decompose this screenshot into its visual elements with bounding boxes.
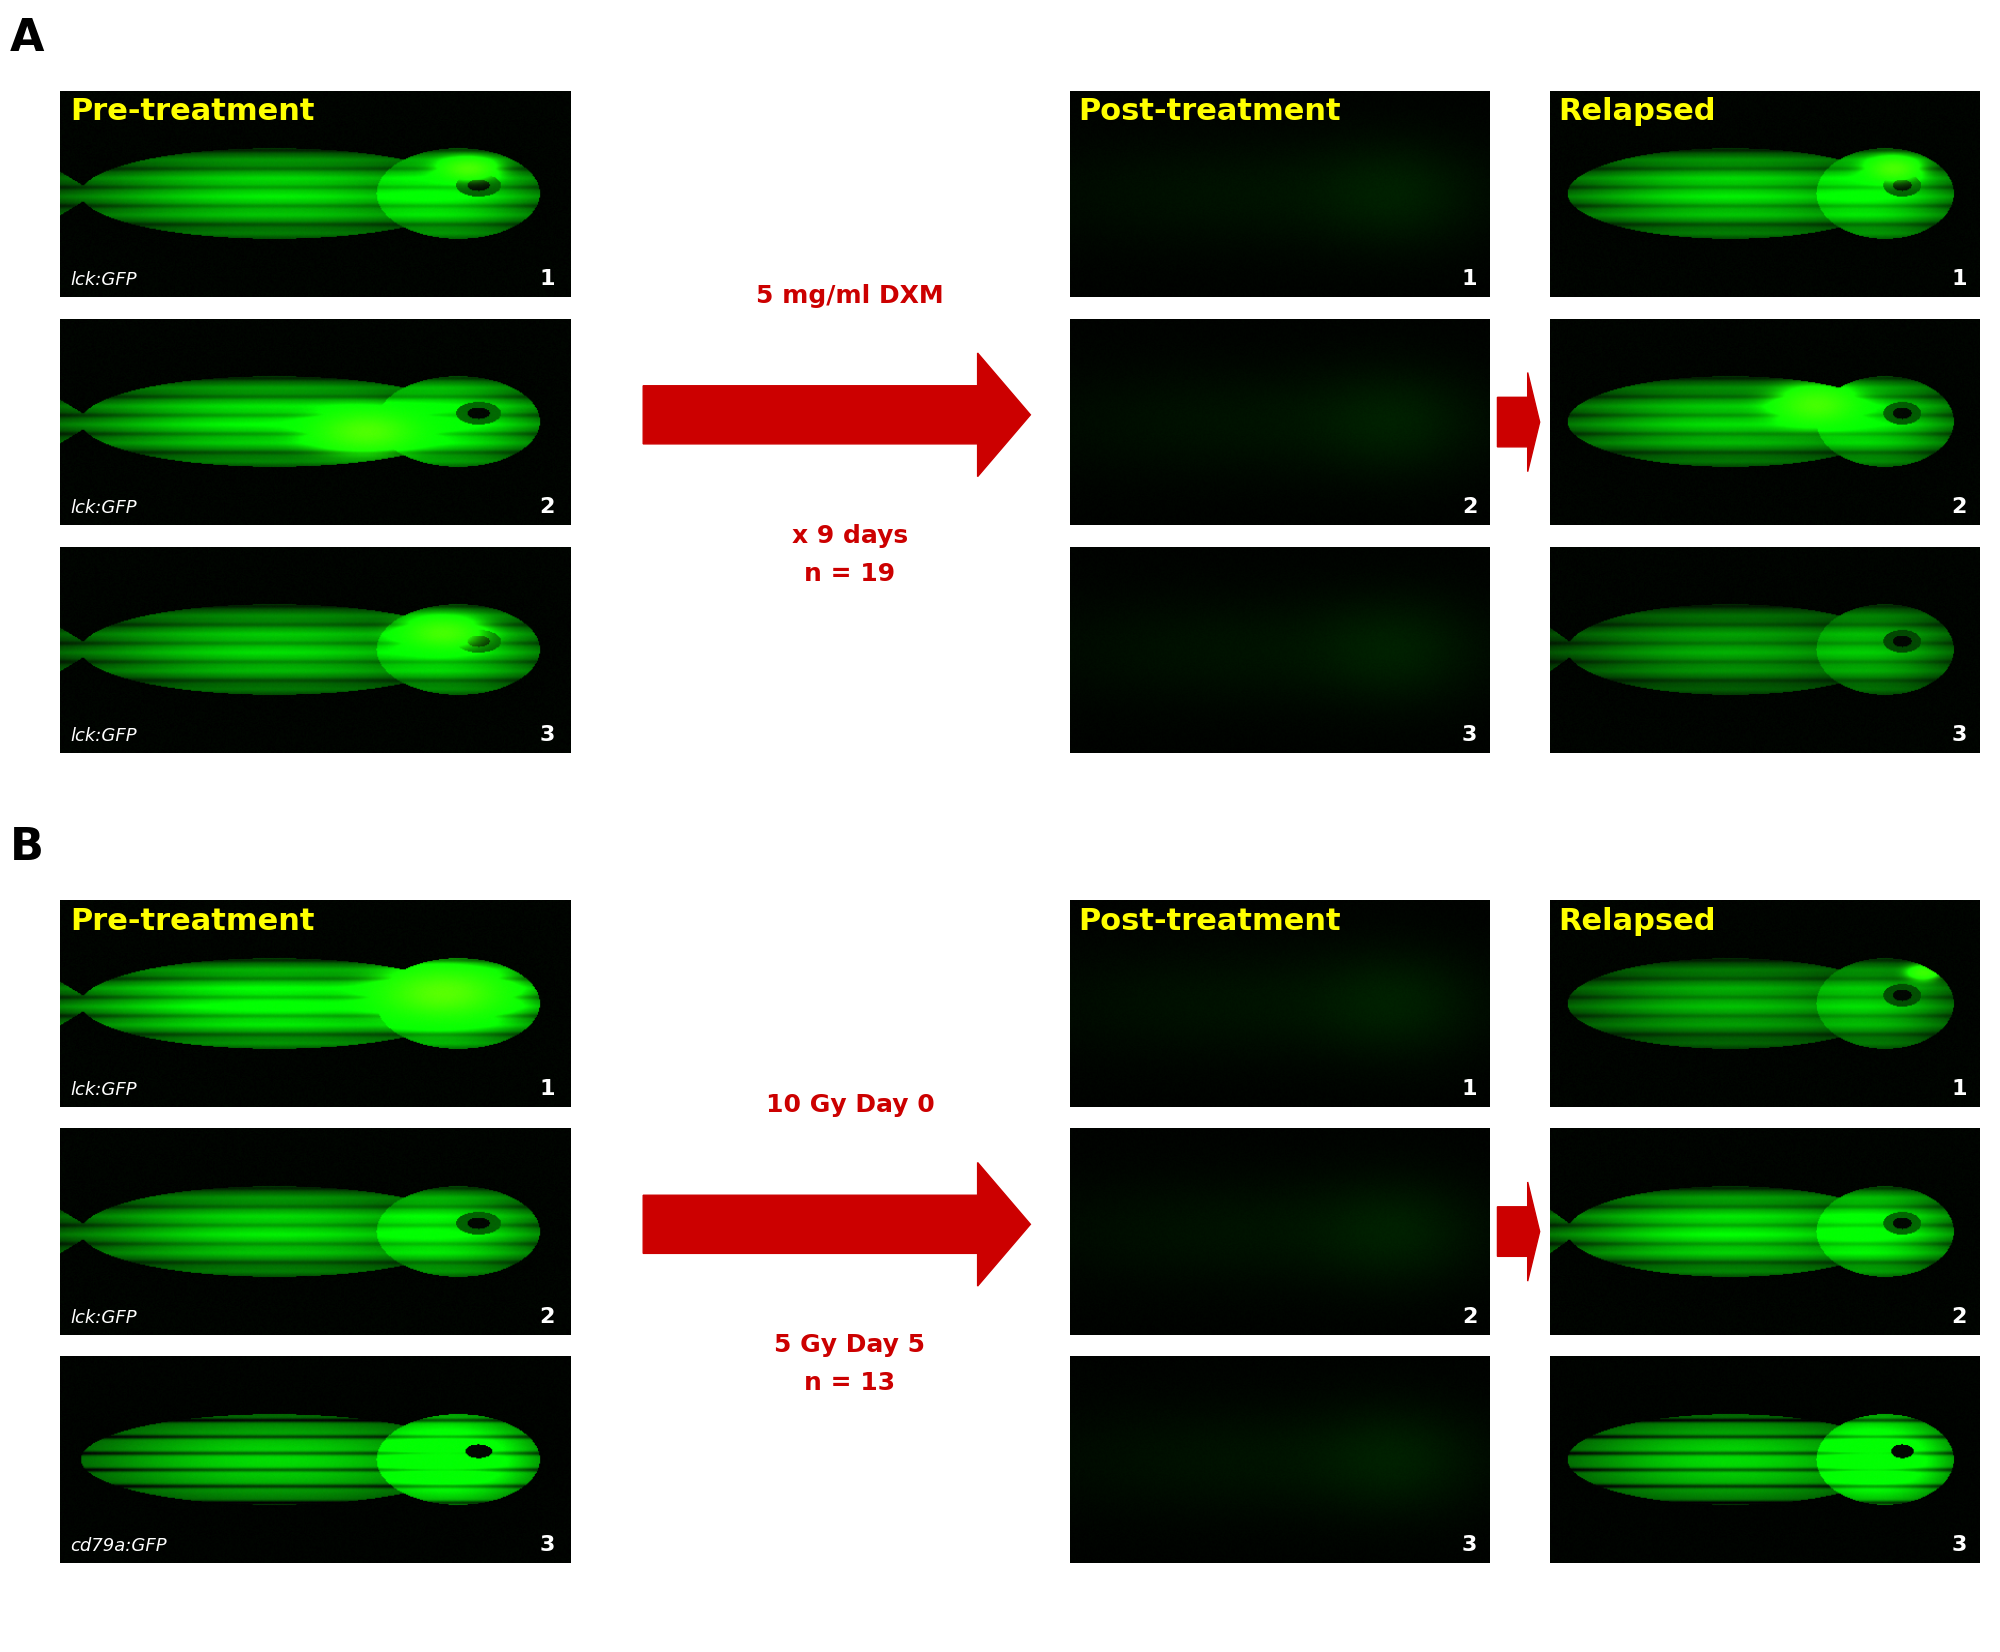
Text: 1: 1 [1462, 1079, 1478, 1099]
Text: lck:GFP: lck:GFP [70, 1080, 136, 1099]
Text: 5 Gy Day 5: 5 Gy Day 5 [774, 1333, 926, 1358]
Text: B: B [10, 826, 44, 869]
FancyArrow shape [644, 354, 1030, 476]
Text: 2: 2 [540, 497, 554, 517]
Text: 2: 2 [1462, 497, 1478, 517]
Text: 1: 1 [1952, 269, 1968, 289]
Text: Pre-treatment: Pre-treatment [70, 97, 314, 126]
Text: 1: 1 [540, 269, 554, 289]
FancyArrow shape [1498, 1183, 1540, 1282]
Text: 3: 3 [540, 725, 554, 745]
Text: 3: 3 [540, 1535, 554, 1555]
Text: A: A [10, 17, 44, 59]
Text: lck:GFP: lck:GFP [70, 499, 136, 517]
FancyArrow shape [1498, 373, 1540, 472]
Text: Post-treatment: Post-treatment [1078, 907, 1342, 935]
Text: 5 mg/ml DXM: 5 mg/ml DXM [756, 284, 944, 307]
Text: Pre-treatment: Pre-treatment [70, 907, 314, 935]
Text: 2: 2 [1952, 1307, 1968, 1327]
Text: 3: 3 [1462, 1535, 1478, 1555]
Text: 2: 2 [1462, 1307, 1478, 1327]
Text: 2: 2 [1952, 497, 1968, 517]
Text: 10 Gy Day 0: 10 Gy Day 0 [766, 1094, 934, 1117]
Text: Relapsed: Relapsed [1558, 97, 1716, 126]
Text: 3: 3 [1462, 725, 1478, 745]
Text: 1: 1 [1952, 1079, 1968, 1099]
Text: 2: 2 [540, 1307, 554, 1327]
Text: n = 13: n = 13 [804, 1371, 896, 1394]
Text: 1: 1 [1462, 269, 1478, 289]
Text: Relapsed: Relapsed [1558, 907, 1716, 935]
Text: lck:GFP: lck:GFP [70, 271, 136, 289]
Text: lck:GFP: lck:GFP [70, 1308, 136, 1327]
Text: Post-treatment: Post-treatment [1078, 97, 1342, 126]
Text: lck:GFP: lck:GFP [70, 727, 136, 745]
Text: cd79a:GFP: cd79a:GFP [70, 1536, 166, 1555]
Text: 1: 1 [540, 1079, 554, 1099]
Text: x 9 days: x 9 days [792, 524, 908, 548]
Text: n = 19: n = 19 [804, 562, 896, 585]
Text: 3: 3 [1952, 725, 1968, 745]
FancyArrow shape [644, 1163, 1030, 1285]
Text: 3: 3 [1952, 1535, 1968, 1555]
